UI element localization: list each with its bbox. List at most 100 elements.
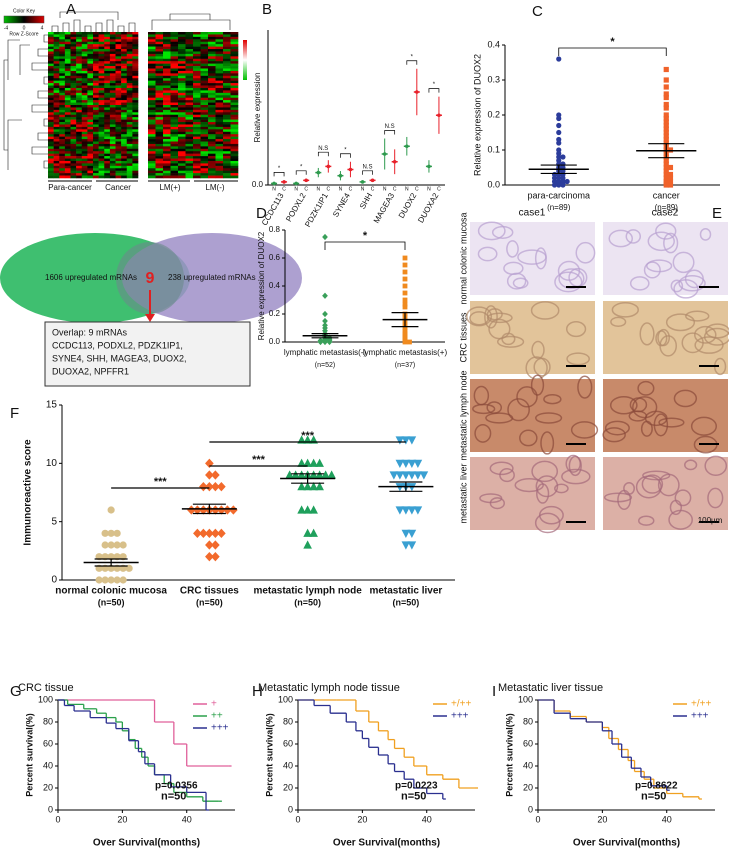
heatmap-cell bbox=[48, 92, 54, 96]
heatmap-cell bbox=[48, 51, 54, 55]
group-label: N bbox=[405, 186, 409, 192]
heatmap-cell bbox=[121, 158, 128, 162]
data-point bbox=[663, 126, 669, 132]
ihc-texture bbox=[506, 240, 519, 258]
heatmap-cell bbox=[155, 129, 164, 133]
heatmap-cell bbox=[155, 39, 164, 43]
heatmap-cell bbox=[148, 105, 156, 108]
heatmap-cell bbox=[230, 126, 239, 130]
heatmap-cell bbox=[109, 97, 116, 101]
heatmap-cell bbox=[215, 41, 224, 45]
heatmap-cell bbox=[223, 53, 231, 57]
heatmap-cell bbox=[126, 100, 133, 103]
heatmap-cell bbox=[126, 39, 133, 43]
heatmap-cell bbox=[115, 36, 122, 40]
heatmap-cell bbox=[98, 68, 105, 72]
heatmap-cell bbox=[200, 32, 209, 35]
heatmap-cell bbox=[70, 41, 77, 45]
heatmap-cell bbox=[193, 92, 201, 96]
heatmap-cell bbox=[155, 107, 164, 111]
heatmap-cell bbox=[193, 112, 201, 116]
heatmap-cell bbox=[98, 56, 105, 60]
heatmap-cell bbox=[215, 66, 224, 69]
heatmap-cell bbox=[200, 146, 209, 150]
heatmap-cell bbox=[70, 85, 77, 89]
data-point bbox=[326, 164, 331, 169]
heatmap-cell bbox=[155, 92, 164, 96]
heatmap-cell bbox=[230, 53, 239, 57]
data-point bbox=[322, 338, 328, 346]
heatmap-cell bbox=[115, 51, 122, 55]
heatmap-cell bbox=[200, 56, 209, 60]
heatmap-cell bbox=[104, 90, 111, 94]
heatmap-cell bbox=[48, 107, 54, 111]
heatmap-cell bbox=[53, 73, 60, 77]
heatmap-cell bbox=[121, 151, 128, 154]
heatmap-cell bbox=[208, 126, 216, 130]
heatmap-cell bbox=[163, 112, 171, 116]
heatmap-cell bbox=[121, 136, 128, 140]
heatmap-cell bbox=[81, 75, 88, 79]
heatmap-cell bbox=[115, 158, 122, 162]
heatmap-cell bbox=[59, 102, 66, 106]
heatmap-cell bbox=[70, 131, 77, 135]
heatmap-cell bbox=[178, 126, 186, 130]
heatmap-cell bbox=[126, 87, 133, 91]
heatmap-cell bbox=[193, 61, 201, 64]
heatmap-cell bbox=[109, 100, 116, 103]
heatmap-cell bbox=[148, 51, 156, 55]
heatmap-cell bbox=[178, 102, 186, 106]
sig-bracket bbox=[428, 88, 440, 93]
heatmap-cell bbox=[178, 70, 186, 74]
sig-bracket bbox=[273, 172, 285, 177]
data-point bbox=[315, 481, 324, 491]
column-header: case2 bbox=[652, 208, 679, 219]
heatmap-cell bbox=[126, 131, 133, 135]
heatmap-cell bbox=[126, 70, 133, 74]
heatmap-cell bbox=[76, 51, 83, 55]
heatmap-cell bbox=[87, 85, 94, 89]
heatmap-cell bbox=[200, 75, 209, 79]
heatmap-cell bbox=[200, 41, 209, 45]
y-tick-label: 5 bbox=[51, 516, 57, 527]
panel-label: B bbox=[262, 1, 272, 18]
heatmap-cell bbox=[163, 134, 171, 137]
data-point bbox=[297, 470, 306, 479]
heatmap-cell bbox=[64, 66, 71, 69]
heatmap-cell bbox=[104, 173, 111, 176]
data-point bbox=[663, 157, 669, 164]
data-point bbox=[663, 175, 669, 181]
heatmap-cell bbox=[132, 36, 139, 40]
heatmap-cell bbox=[87, 117, 94, 120]
data-point bbox=[663, 105, 669, 111]
heatmap-cell bbox=[215, 126, 224, 130]
heatmap-cell bbox=[53, 112, 60, 116]
ihc-texture bbox=[566, 352, 590, 366]
heatmap-cell bbox=[155, 124, 164, 128]
heatmap-cell bbox=[148, 34, 156, 38]
data-point bbox=[663, 140, 669, 146]
data-point bbox=[560, 154, 566, 160]
heatmap-cell bbox=[223, 105, 231, 108]
heatmap-cell bbox=[178, 36, 186, 40]
heatmap-cell bbox=[126, 139, 133, 142]
heatmap-cell bbox=[109, 41, 116, 45]
heatmap-cell bbox=[76, 143, 83, 147]
heatmap-cell bbox=[193, 136, 201, 140]
heatmap-cell bbox=[170, 61, 179, 64]
heatmap-cell bbox=[76, 134, 83, 137]
heatmap-cell bbox=[115, 53, 122, 57]
heatmap-cell bbox=[70, 136, 77, 140]
heatmap-cell bbox=[178, 80, 186, 84]
heatmap-cell bbox=[115, 109, 122, 113]
heatmap-cell bbox=[59, 163, 66, 167]
heatmap-cell bbox=[104, 129, 111, 133]
heatmap-cell bbox=[223, 56, 231, 60]
heatmap-cell bbox=[76, 146, 83, 150]
heatmap-cell bbox=[87, 122, 94, 125]
heatmap-cell bbox=[109, 139, 116, 142]
heatmap-cell bbox=[155, 44, 164, 47]
heatmap-cell bbox=[223, 36, 231, 40]
heatmap-cell bbox=[230, 160, 239, 164]
heatmap-cell bbox=[215, 56, 224, 60]
